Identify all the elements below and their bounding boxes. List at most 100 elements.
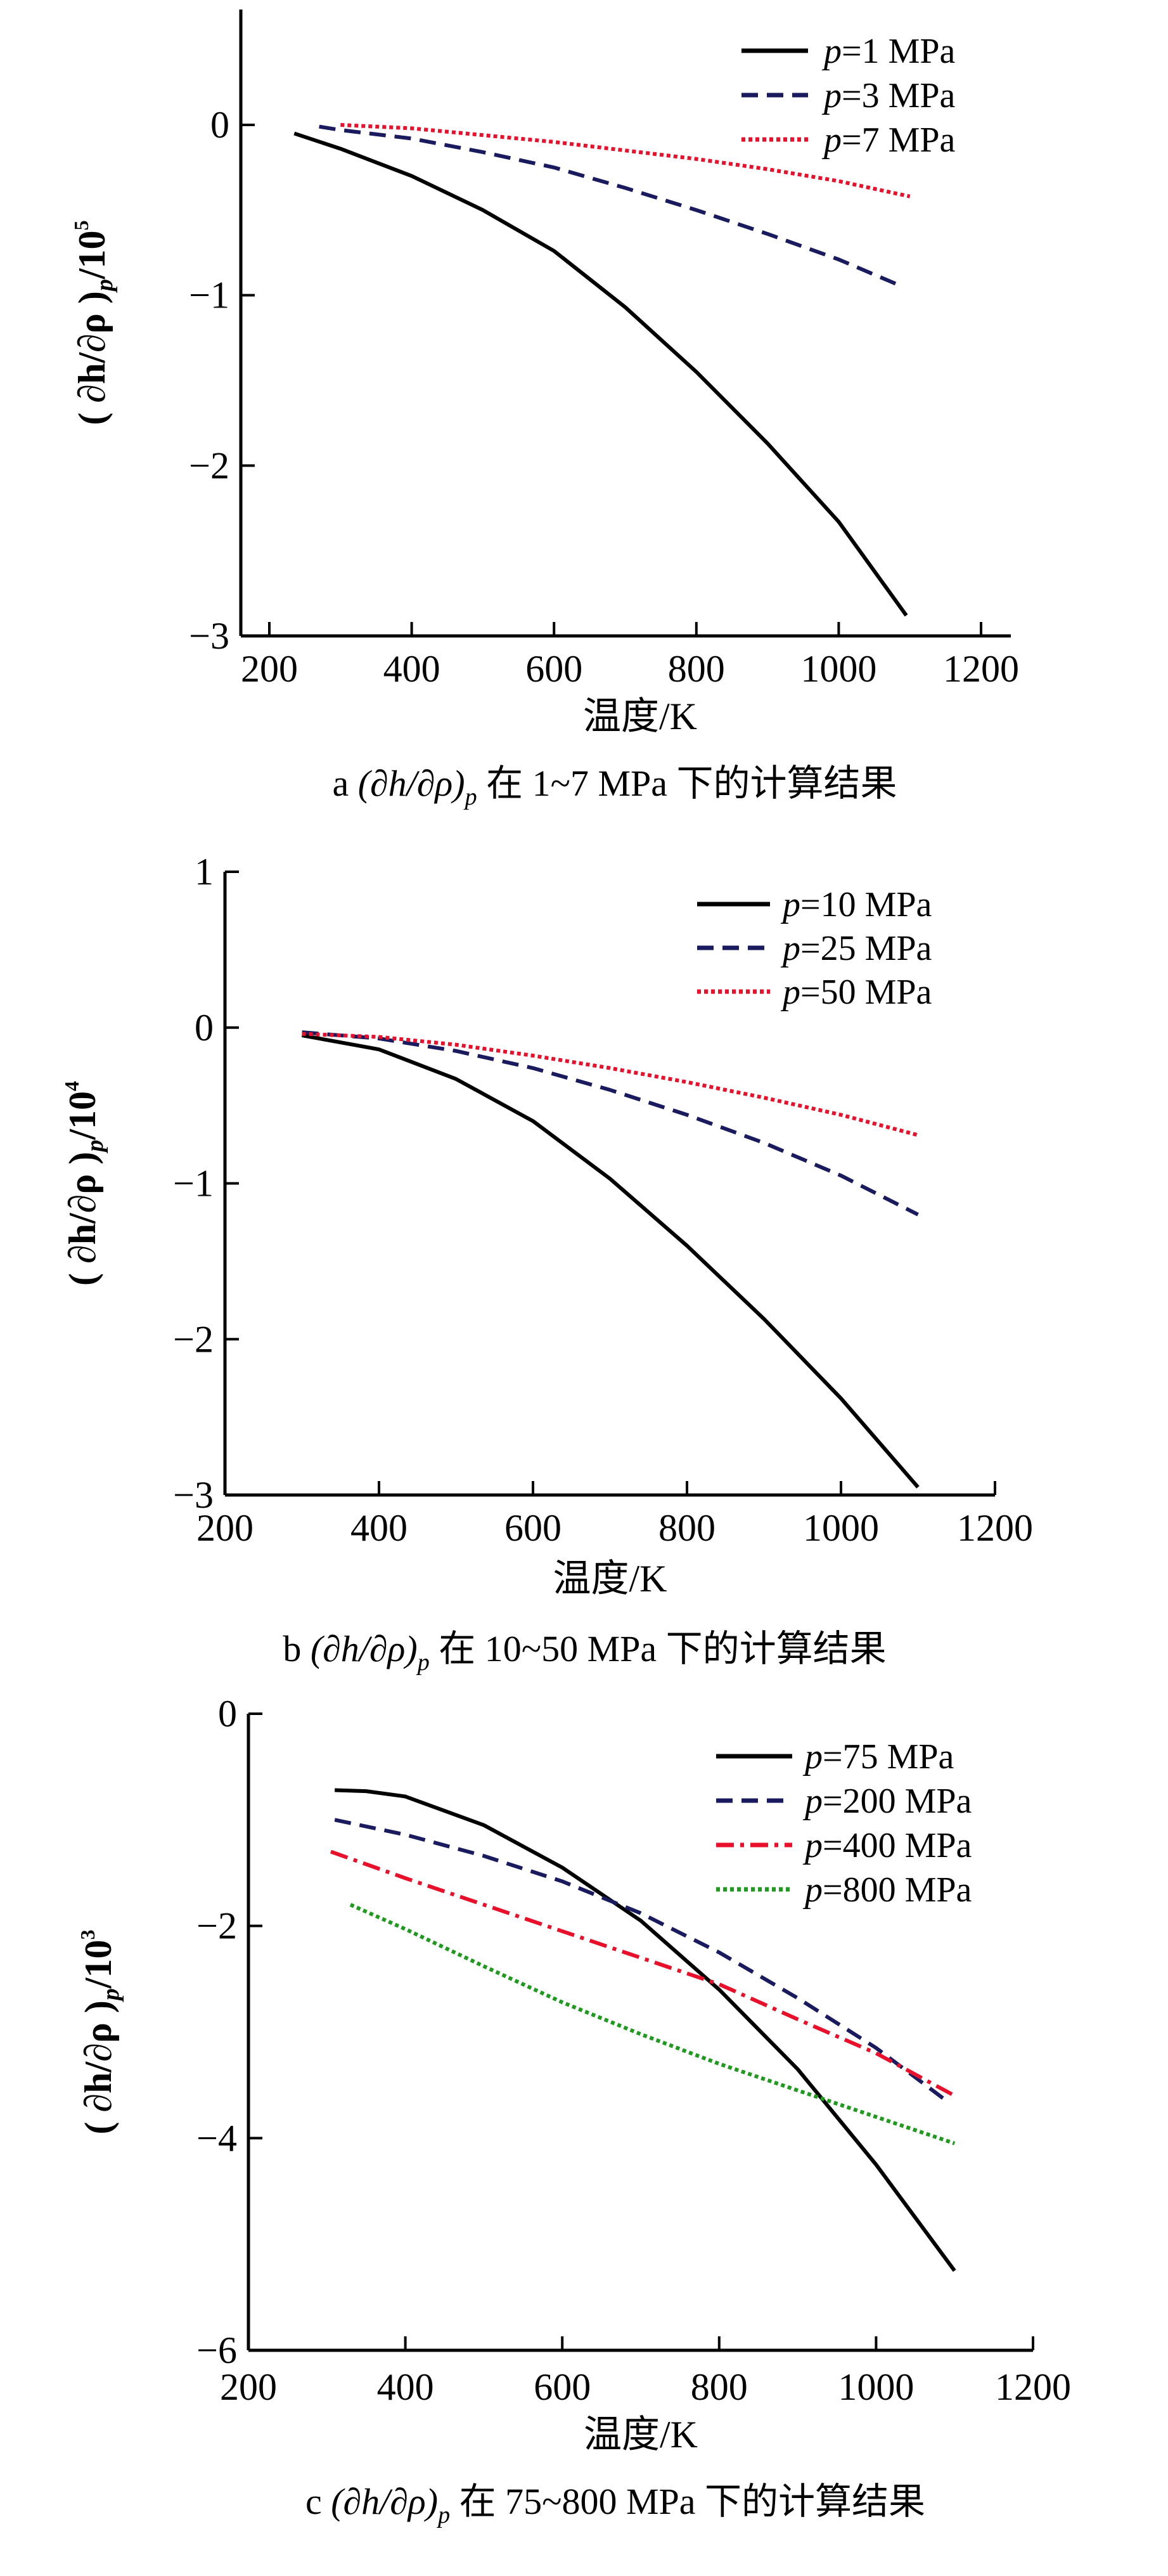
x-tick-label: 1200 bbox=[957, 1507, 1033, 1549]
x-axis-label: 温度/K bbox=[584, 2414, 698, 2456]
legend-variable: p bbox=[780, 929, 800, 968]
y-label-base: /10 bbox=[71, 230, 113, 280]
legend-variable: p bbox=[821, 32, 842, 71]
x-tick-label: 200 bbox=[196, 1507, 253, 1549]
y-tick-label: 0 bbox=[218, 1693, 237, 1735]
legend-label: =400 MPa bbox=[823, 1826, 972, 1865]
legend-label: =200 MPa bbox=[823, 1782, 972, 1821]
y-axis-label: ( ∂h/∂ρ )p/104 bbox=[60, 1081, 108, 1286]
y-label-expr: ( ∂h/∂ρ ) bbox=[61, 1152, 103, 1286]
x-tick-label: 1200 bbox=[943, 648, 1019, 690]
series-line-3mpa bbox=[319, 124, 904, 288]
caption-label: a bbox=[332, 763, 357, 804]
legend-variable: p bbox=[802, 1782, 823, 1821]
caption-expr: (∂h/∂ρ) bbox=[311, 1628, 418, 1669]
legend-variable: p bbox=[802, 1737, 823, 1777]
figure-caption: c (∂h/∂ρ)p 在 75~800 MPa 下的计算结果 bbox=[305, 2481, 925, 2528]
legend-label: =1 MPa bbox=[842, 32, 956, 71]
x-tick-label: 1200 bbox=[995, 2366, 1071, 2408]
y-tick-label: −1 bbox=[189, 275, 229, 316]
y-tick-label: −2 bbox=[173, 1318, 214, 1360]
y-label-subscript: p bbox=[91, 279, 118, 293]
y-tick-label: −1 bbox=[173, 1163, 214, 1205]
legend-label: =800 MPa bbox=[823, 1870, 972, 1910]
series-line-7mpa bbox=[340, 123, 911, 198]
legend-entry: p=7 MPa bbox=[821, 120, 956, 160]
legend-entry: p=800 MPa bbox=[802, 1870, 972, 1910]
legend-variable: p bbox=[821, 120, 842, 160]
series-line-200mpa bbox=[334, 1818, 948, 2103]
legend-entry: p=25 MPa bbox=[780, 929, 932, 968]
figure-caption: b (∂h/∂ρ)p 在 10~50 MPa 下的计算结果 bbox=[283, 1628, 886, 1676]
series-line-10mpa bbox=[301, 1033, 920, 1489]
y-tick-label: −2 bbox=[189, 444, 229, 486]
legend-label: =25 MPa bbox=[800, 929, 932, 968]
y-axis-label: ( ∂h/∂ρ )p/105 bbox=[70, 220, 118, 425]
series-line-400mpa bbox=[330, 1849, 956, 2098]
y-tick-label: −3 bbox=[173, 1474, 214, 1516]
y-tick-label: 0 bbox=[195, 1007, 214, 1049]
legend-entry: p=200 MPa bbox=[802, 1782, 972, 1821]
series-line-800mpa bbox=[349, 1903, 956, 2146]
x-tick-label: 200 bbox=[220, 2366, 277, 2408]
figure-caption: a (∂h/∂ρ)p 在 1~7 MPa 下的计算结果 bbox=[332, 763, 897, 810]
y-tick-label: −6 bbox=[196, 2329, 237, 2371]
chart-panel-a: 200 400 600 800 1000 1200 0 −1 −2 −3 温度/K ( ∂h/∂ρ )… bbox=[70, 10, 1019, 810]
y-tick-label: 1 bbox=[195, 851, 214, 893]
x-axis-label: 温度/K bbox=[553, 1558, 667, 1600]
chart-panel-c: 200 400 600 800 1000 1200 0 −2 −4 −6 温度/K ( ∂h/∂ρ )… bbox=[76, 1693, 1071, 2528]
y-label-subscript: p bbox=[82, 1140, 108, 1154]
caption-label: b bbox=[283, 1628, 311, 1669]
y-tick-label: −2 bbox=[196, 1905, 237, 1947]
caption-expr: (∂h/∂ρ) bbox=[358, 763, 465, 804]
legend-entry: p=3 MPa bbox=[821, 76, 956, 115]
y-tick-label: −4 bbox=[196, 2117, 237, 2159]
legend-variable: p bbox=[780, 885, 800, 924]
series-line-50mpa bbox=[302, 1032, 919, 1137]
legend-entry: p=1 MPa bbox=[821, 32, 956, 71]
y-label-base: /10 bbox=[77, 1939, 119, 1989]
x-tick-label: 600 bbox=[525, 648, 582, 690]
y-label-base: /10 bbox=[61, 1091, 103, 1141]
x-tick-label: 400 bbox=[377, 2366, 434, 2408]
x-tick-label: 800 bbox=[668, 648, 725, 690]
y-label-exponent: 4 bbox=[60, 1081, 83, 1091]
y-label-exponent: 5 bbox=[70, 220, 93, 230]
legend-entry: p=400 MPa bbox=[802, 1826, 972, 1865]
x-tick-label: 200 bbox=[241, 648, 298, 690]
legend-label: =50 MPa bbox=[800, 973, 932, 1012]
series-line-75mpa bbox=[335, 1788, 956, 2272]
legend-entry: p=10 MPa bbox=[780, 885, 932, 924]
y-axis-label: ( ∂h/∂ρ )p/103 bbox=[76, 1929, 124, 2134]
x-tick-label: 1000 bbox=[838, 2366, 914, 2408]
y-label-expr: ( ∂h/∂ρ ) bbox=[77, 2000, 119, 2134]
x-tick-label: 800 bbox=[691, 2366, 748, 2408]
legend-variable: p bbox=[821, 76, 842, 115]
y-label-exponent: 3 bbox=[76, 1929, 99, 1939]
legend-label: =10 MPa bbox=[800, 885, 932, 924]
legend-label: =75 MPa bbox=[823, 1737, 954, 1777]
series-line-1mpa bbox=[293, 131, 908, 617]
x-tick-label: 400 bbox=[383, 648, 440, 690]
legend-variable: p bbox=[802, 1826, 823, 1865]
x-tick-label: 600 bbox=[504, 1507, 562, 1549]
caption-suffix: 在 10~50 MPa 下的计算结果 bbox=[430, 1628, 887, 1669]
caption-suffix: 在 75~800 MPa 下的计算结果 bbox=[450, 2481, 925, 2522]
x-tick-label: 1000 bbox=[800, 648, 876, 690]
legend-variable: p bbox=[802, 1870, 823, 1910]
caption-expr: (∂h/∂ρ) bbox=[331, 2481, 438, 2522]
series-line-25mpa bbox=[302, 1030, 919, 1217]
legend-entry: p=75 MPa bbox=[802, 1737, 954, 1777]
legend-label: =7 MPa bbox=[842, 120, 956, 160]
x-tick-label: 600 bbox=[534, 2366, 591, 2408]
legend-variable: p bbox=[780, 973, 800, 1012]
caption-subscript: p bbox=[416, 1649, 430, 1676]
x-tick-label: 1000 bbox=[803, 1507, 879, 1549]
caption-suffix: 在 1~7 MPa 下的计算结果 bbox=[477, 763, 897, 804]
caption-subscript: p bbox=[436, 2502, 450, 2528]
y-label-subscript: p bbox=[98, 1988, 124, 2002]
x-tick-label: 400 bbox=[350, 1507, 408, 1549]
y-tick-label: −3 bbox=[189, 615, 229, 657]
